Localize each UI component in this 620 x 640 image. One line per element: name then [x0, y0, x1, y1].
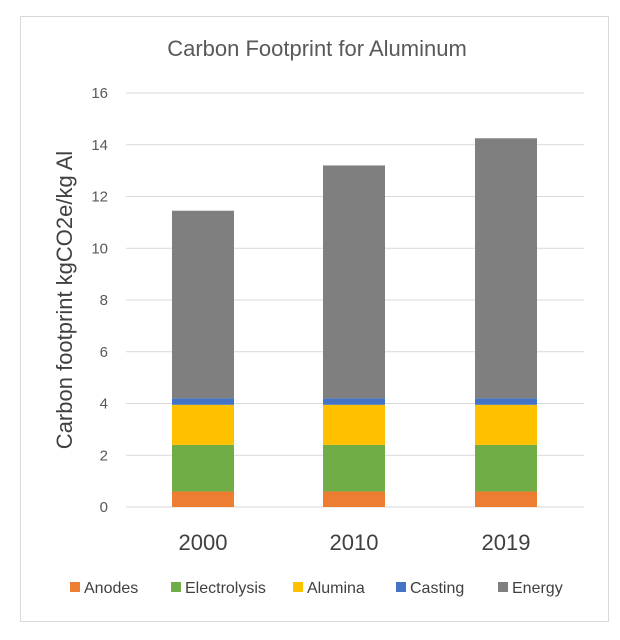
y-tick-label: 2	[100, 447, 108, 464]
y-tick-label: 16	[91, 85, 108, 102]
x-tick-label: 2000	[179, 530, 228, 555]
legend-label-alumina: Alumina	[307, 580, 365, 597]
x-tick-label: 2019	[482, 530, 531, 555]
bar-casting-2000	[172, 398, 234, 405]
legend-swatch-casting	[396, 582, 406, 592]
bar-electrolysis-2010	[323, 444, 385, 492]
bar-energy-2019	[475, 138, 537, 399]
legend-label-casting: Casting	[410, 580, 464, 597]
y-tick-label: 6	[100, 344, 108, 361]
bar-anodes-2010	[323, 491, 385, 507]
bar-alumina-2000	[172, 404, 234, 445]
y-tick-label: 14	[91, 137, 108, 154]
chart-title: Carbon Footprint for Aluminum	[167, 36, 467, 61]
y-tick-label: 0	[100, 499, 108, 516]
bar-anodes-2019	[475, 491, 537, 507]
x-tick-label: 2010	[330, 530, 379, 555]
legend-swatch-electrolysis	[171, 582, 181, 592]
bar-electrolysis-2000	[172, 444, 234, 492]
bars	[172, 138, 537, 507]
legend-label-anodes: Anodes	[84, 580, 138, 597]
bar-energy-2010	[323, 165, 385, 399]
legend-swatch-energy	[498, 582, 508, 592]
y-tick-label: 10	[91, 240, 108, 257]
legend-swatch-anodes	[70, 582, 80, 592]
x-axis-ticks: 2000 2010 2019	[179, 530, 531, 555]
bar-energy-2000	[172, 210, 234, 399]
legend: Anodes Electrolysis Alumina Casting Energy	[70, 580, 563, 597]
bar-electrolysis-2019	[475, 444, 537, 492]
y-axis-ticks: 0 2 4 6 8 10 12 14 16	[91, 85, 108, 516]
bar-alumina-2019	[475, 404, 537, 445]
legend-label-electrolysis: Electrolysis	[185, 580, 266, 597]
y-tick-label: 4	[100, 396, 108, 413]
y-axis-label: Carbon footprint kgCO2e/kg Al	[52, 151, 77, 449]
bar-casting-2010	[323, 398, 385, 405]
legend-swatch-alumina	[293, 582, 303, 592]
y-tick-label: 8	[100, 292, 108, 309]
y-tick-label: 12	[91, 189, 108, 206]
bar-alumina-2010	[323, 404, 385, 445]
bar-casting-2019	[475, 398, 537, 405]
bar-anodes-2000	[172, 491, 234, 507]
legend-label-energy: Energy	[512, 580, 563, 597]
